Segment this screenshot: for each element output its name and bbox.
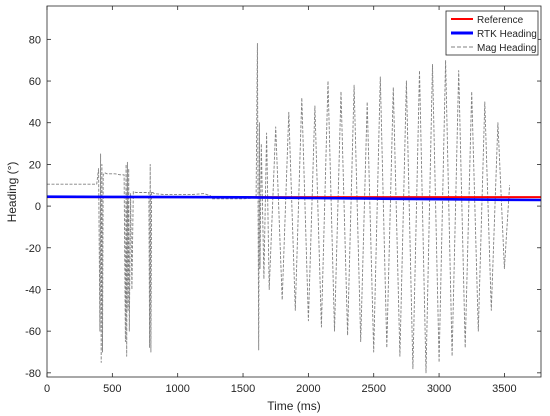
- x-tick-label: 3500: [492, 383, 516, 395]
- y-tick-label: -80: [25, 368, 41, 380]
- plot-area: [47, 6, 541, 377]
- y-axis-label: Heading (°): [5, 162, 19, 223]
- legend-label-reference: Reference: [477, 15, 524, 26]
- x-axis-label: Time (ms): [267, 399, 321, 413]
- legend: Reference RTK Heading Mag Heading: [445, 10, 539, 56]
- y-tick-label: 60: [29, 76, 41, 88]
- x-tick-label: 2500: [361, 383, 385, 395]
- y-tick-label: -40: [25, 284, 41, 296]
- x-axis-ticks: 0 500 1000 1500 2000 2500 3000 3500: [44, 6, 517, 395]
- y-tick-label: -20: [25, 243, 41, 255]
- x-tick-label: 1500: [231, 383, 255, 395]
- series-line-rtk-heading: [46, 195, 542, 202]
- plot-frame: [46, 5, 542, 378]
- series-layer: [46, 43, 542, 374]
- x-tick-label: 2000: [296, 383, 320, 395]
- y-tick-label: -60: [25, 326, 41, 338]
- y-tick-label: 40: [29, 118, 41, 130]
- y-tick-label: 20: [29, 159, 41, 171]
- y-tick-label: 0: [35, 201, 41, 213]
- x-tick-label: 1000: [165, 383, 189, 395]
- legend-label-mag-heading: Mag Heading: [477, 43, 536, 54]
- legend-label-rtk-heading: RTK Heading: [477, 29, 537, 40]
- x-tick-label: 3000: [427, 383, 451, 395]
- y-axis-ticks: -80 -60 -40 -20 0 20 40 60 80: [25, 34, 541, 380]
- y-tick-label: 80: [29, 34, 41, 46]
- x-tick-label: 500: [103, 383, 121, 395]
- series-line-mag-heading: [47, 43, 511, 374]
- x-tick-label: 0: [44, 383, 50, 395]
